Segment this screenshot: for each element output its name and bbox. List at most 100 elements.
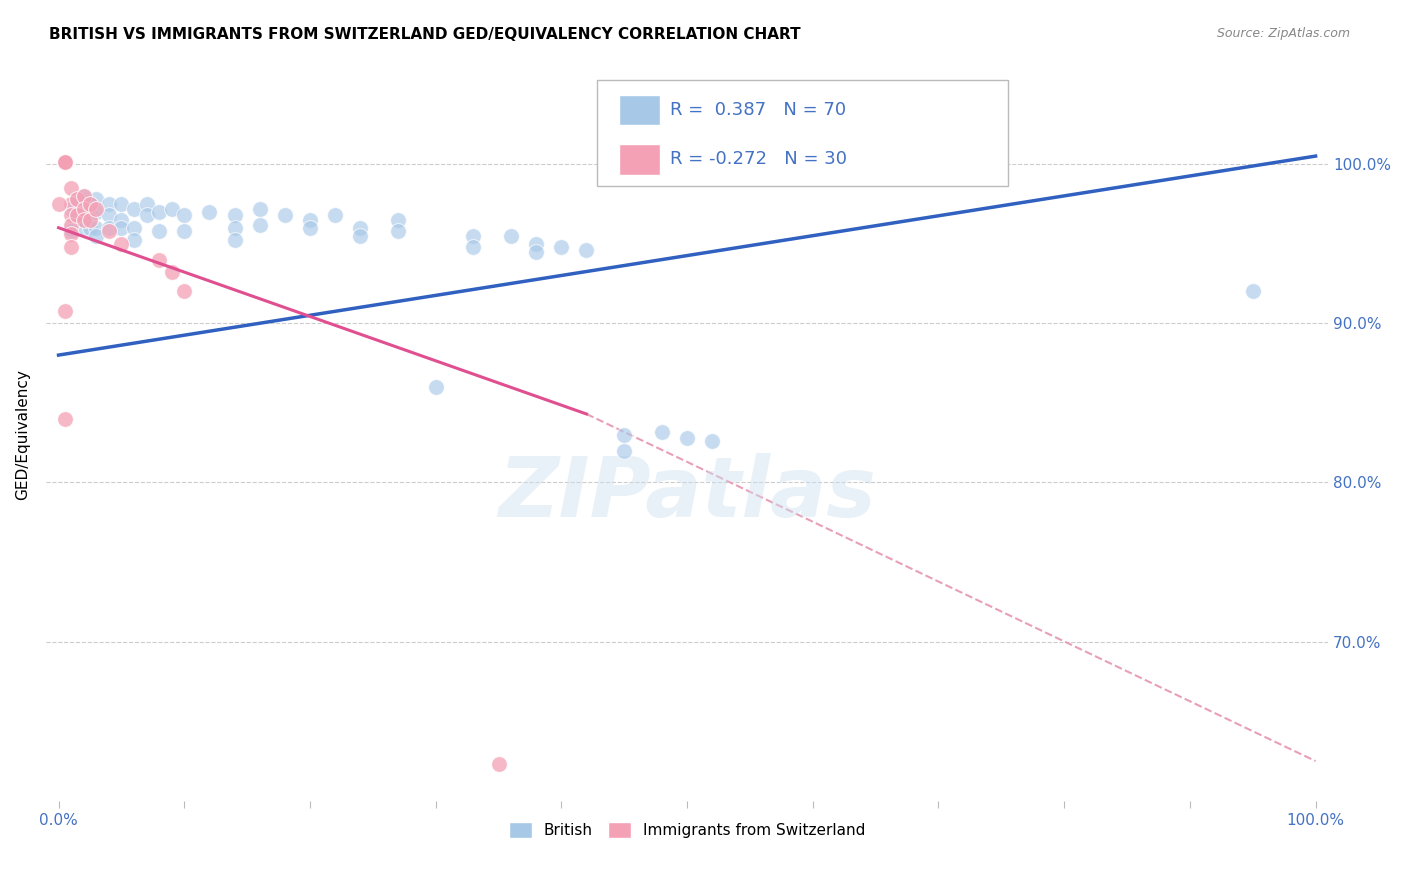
Point	[323, 208, 346, 222]
Text: R =  0.387   N = 70: R = 0.387 N = 70	[671, 101, 846, 119]
Point	[97, 220, 120, 235]
Text: Source: ZipAtlas.com: Source: ZipAtlas.com	[1216, 27, 1350, 40]
Point	[73, 189, 96, 203]
Point	[160, 265, 183, 279]
Point	[110, 197, 132, 211]
Text: ZIPatlas: ZIPatlas	[498, 453, 876, 533]
Point	[53, 155, 76, 169]
Point	[198, 204, 221, 219]
Point	[97, 224, 120, 238]
Point	[224, 220, 246, 235]
Point	[676, 431, 699, 445]
Point	[60, 208, 83, 222]
Point	[524, 244, 547, 259]
Point	[97, 197, 120, 211]
Point	[66, 208, 89, 222]
Point	[173, 285, 195, 299]
Point	[110, 212, 132, 227]
Point	[73, 189, 96, 203]
Point	[122, 220, 145, 235]
Point	[79, 208, 101, 222]
Point	[425, 380, 447, 394]
Point	[575, 243, 598, 257]
Point	[349, 220, 371, 235]
Point	[84, 204, 107, 219]
Point	[73, 220, 96, 235]
Point	[224, 208, 246, 222]
Point	[298, 220, 321, 235]
Point	[702, 434, 724, 448]
Point	[60, 227, 83, 241]
Point	[173, 224, 195, 238]
Point	[122, 234, 145, 248]
Point	[53, 155, 76, 169]
Point	[249, 202, 271, 216]
Point	[84, 202, 107, 216]
Bar	[619, 95, 661, 125]
Point	[53, 155, 76, 169]
Point	[60, 220, 83, 235]
Point	[463, 240, 485, 254]
Point	[53, 155, 76, 169]
Point	[48, 197, 70, 211]
Point	[53, 155, 76, 169]
Point	[53, 155, 76, 169]
Point	[160, 202, 183, 216]
Point	[110, 220, 132, 235]
Point	[1241, 285, 1264, 299]
Point	[463, 228, 485, 243]
Point	[224, 234, 246, 248]
Point	[53, 155, 76, 169]
Point	[274, 208, 297, 222]
Point	[73, 212, 96, 227]
Text: BRITISH VS IMMIGRANTS FROM SWITZERLAND GED/EQUIVALENCY CORRELATION CHART: BRITISH VS IMMIGRANTS FROM SWITZERLAND G…	[49, 27, 801, 42]
Point	[387, 212, 409, 227]
Point	[53, 303, 76, 318]
Point	[135, 197, 157, 211]
Point	[53, 155, 76, 169]
Point	[488, 757, 510, 772]
Point	[60, 224, 83, 238]
Point	[387, 224, 409, 238]
Point	[298, 212, 321, 227]
Point	[84, 228, 107, 243]
Point	[60, 181, 83, 195]
Point	[53, 155, 76, 169]
Point	[499, 228, 522, 243]
Point	[84, 220, 107, 235]
Point	[66, 208, 89, 222]
Legend: British, Immigrants from Switzerland: British, Immigrants from Switzerland	[502, 816, 872, 845]
Point	[84, 192, 107, 206]
Point	[73, 202, 96, 216]
Point	[249, 218, 271, 232]
Point	[148, 252, 170, 267]
Point	[122, 202, 145, 216]
Point	[148, 224, 170, 238]
Point	[53, 155, 76, 169]
Y-axis label: GED/Equivalency: GED/Equivalency	[15, 369, 30, 500]
Point	[53, 411, 76, 425]
Point	[60, 218, 83, 232]
Point	[53, 155, 76, 169]
Point	[60, 197, 83, 211]
Text: R = -0.272   N = 30: R = -0.272 N = 30	[671, 151, 848, 169]
Point	[97, 208, 120, 222]
Point	[110, 236, 132, 251]
Point	[66, 192, 89, 206]
Point	[349, 228, 371, 243]
Point	[53, 155, 76, 169]
FancyBboxPatch shape	[598, 79, 1008, 186]
Point	[613, 427, 636, 442]
Point	[79, 197, 101, 211]
Point	[73, 212, 96, 227]
Bar	[619, 145, 661, 175]
Point	[173, 208, 195, 222]
Point	[60, 240, 83, 254]
Point	[148, 204, 170, 219]
Point	[53, 155, 76, 169]
Point	[66, 192, 89, 206]
Point	[53, 155, 76, 169]
Point	[79, 212, 101, 227]
Point	[550, 240, 572, 254]
Point	[60, 202, 83, 216]
